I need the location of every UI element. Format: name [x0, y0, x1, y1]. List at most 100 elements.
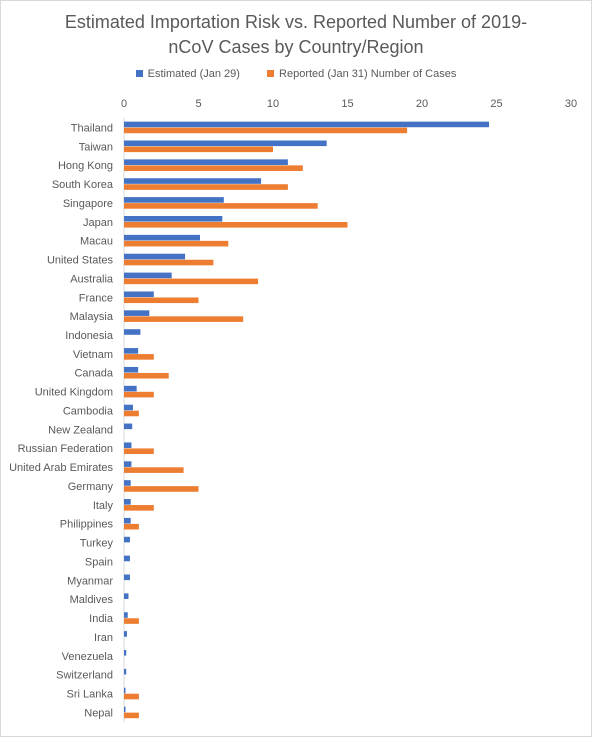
- category-label-canada: Canada: [74, 368, 113, 380]
- bar-reported-nepal: [124, 712, 139, 719]
- bar-estimated-philippines: [124, 517, 131, 524]
- bar-estimated-macau: [124, 234, 200, 241]
- category-label-philippines: Philippines: [60, 519, 114, 531]
- bar-estimated-venezuela: [124, 649, 127, 656]
- bar-estimated-japan: [124, 215, 223, 222]
- category-label-united-kingdom: United Kingdom: [35, 387, 113, 399]
- category-label-vietnam: Vietnam: [73, 349, 113, 361]
- bar-reported-germany: [124, 486, 199, 492]
- category-label-thailand: Thailand: [71, 122, 113, 134]
- bar-estimated-germany: [124, 480, 131, 486]
- category-label-venezuela: Venezuela: [62, 651, 114, 663]
- category-label-spain: Spain: [85, 556, 113, 568]
- bar-estimated-vietnam: [124, 348, 139, 354]
- bar-reported-united-states: [124, 259, 214, 266]
- bar-estimated-australia: [124, 272, 172, 279]
- bar-reported-united-arab-emirates: [124, 467, 184, 473]
- bar-estimated-france: [124, 291, 154, 298]
- category-label-turkey: Turkey: [80, 538, 114, 550]
- category-label-south-korea: South Korea: [52, 179, 114, 191]
- bar-estimated-south-korea: [124, 178, 262, 184]
- bar-reported-australia: [124, 278, 259, 285]
- bar-reported-japan: [124, 221, 348, 228]
- bar-estimated-new-zealand: [124, 423, 133, 430]
- bar-estimated-nepal: [124, 706, 126, 713]
- legend-item-estimated: Estimated (Jan 29): [135, 68, 240, 80]
- bar-estimated-canada: [124, 366, 139, 373]
- bar-estimated-cambodia: [124, 404, 133, 411]
- bar-estimated-turkey: [124, 536, 130, 543]
- bar-reported-france: [124, 297, 199, 304]
- bar-estimated-iran: [124, 631, 127, 637]
- bar-reported-india: [124, 618, 139, 624]
- bar-reported-sri-lanka: [124, 693, 139, 700]
- bar-reported-italy: [124, 505, 154, 511]
- bar-reported-hong-kong: [124, 165, 303, 171]
- category-label-united-states: United States: [47, 255, 114, 267]
- bar-reported-singapore: [124, 203, 318, 209]
- bar-reported-vietnam: [124, 354, 154, 360]
- category-label-iran: Iran: [94, 632, 113, 644]
- chart-title-line-2: nCoV Cases by Country/Region: [168, 37, 424, 57]
- category-label-myanmar: Myanmar: [67, 575, 113, 587]
- bar-estimated-switzerland: [124, 668, 127, 675]
- bar-estimated-sri-lanka: [124, 687, 126, 694]
- category-label-russian-federation: Russian Federation: [18, 443, 113, 455]
- legend-item-reported: Reported (Jan 31) Number of Cases: [267, 68, 456, 80]
- bar-estimated-thailand: [124, 121, 490, 128]
- legend-label-reported: Reported (Jan 31) Number of Cases: [279, 68, 457, 80]
- category-label-cambodia: Cambodia: [63, 405, 114, 417]
- category-label-switzerland: Switzerland: [56, 670, 113, 682]
- bar-reported-united-kingdom: [124, 391, 154, 398]
- category-label-united-arab-emirates: United Arab Emirates: [9, 462, 113, 474]
- chart-title-line-1: Estimated Importation Risk vs. Reported …: [64, 12, 528, 32]
- x-tick-label-10: 10: [267, 98, 279, 110]
- category-label-macau: Macau: [80, 236, 113, 248]
- legend-swatch-reported: [267, 70, 275, 77]
- bar-reported-russian-federation: [124, 448, 154, 455]
- bar-estimated-malaysia: [124, 310, 150, 316]
- category-label-malaysia: Malaysia: [70, 311, 114, 323]
- category-label-germany: Germany: [68, 481, 114, 493]
- category-label-new-zealand: New Zealand: [48, 424, 113, 436]
- category-label-france: France: [79, 292, 113, 304]
- x-tick-label-20: 20: [416, 98, 428, 110]
- category-label-nepal: Nepal: [84, 707, 113, 719]
- bar-estimated-india: [124, 612, 128, 618]
- bar-estimated-maldives: [124, 593, 129, 599]
- category-label-singapore: Singapore: [63, 198, 113, 210]
- bar-reported-macau: [124, 240, 229, 247]
- category-label-maldives: Maldives: [70, 594, 114, 606]
- category-label-indonesia: Indonesia: [65, 330, 114, 342]
- category-label-hong-kong: Hong Kong: [58, 160, 113, 172]
- bar-estimated-spain: [124, 555, 130, 562]
- category-label-australia: Australia: [70, 273, 114, 285]
- bar-estimated-united-kingdom: [124, 385, 137, 392]
- chart-title: Estimated Importation Risk vs. Reported …: [0, 10, 592, 60]
- bar-estimated-singapore: [124, 197, 224, 203]
- bar-reported-south-korea: [124, 184, 288, 190]
- x-tick-label-30: 30: [565, 98, 577, 110]
- x-tick-label-15: 15: [341, 98, 353, 110]
- bar-reported-taiwan: [124, 146, 273, 153]
- legend-label-estimated: Estimated (Jan 29): [147, 68, 240, 80]
- bar-estimated-russian-federation: [124, 442, 132, 449]
- bar-reported-philippines: [124, 523, 139, 530]
- bar-estimated-taiwan: [124, 140, 327, 147]
- bar-estimated-italy: [124, 499, 131, 505]
- bar-estimated-hong-kong: [124, 159, 288, 165]
- category-label-taiwan: Taiwan: [79, 141, 113, 153]
- category-label-sri-lanka: Sri Lanka: [67, 689, 114, 701]
- bar-estimated-united-states: [124, 253, 186, 260]
- category-label-india: India: [89, 613, 114, 625]
- bar-reported-cambodia: [124, 410, 139, 417]
- category-label-italy: Italy: [93, 500, 114, 512]
- category-label-japan: Japan: [83, 217, 113, 229]
- bar-reported-malaysia: [124, 316, 244, 322]
- x-tick-label-5: 5: [195, 98, 201, 110]
- bar-estimated-myanmar: [124, 574, 130, 581]
- legend-swatch-estimated: [135, 70, 143, 77]
- x-tick-label-0: 0: [121, 98, 127, 110]
- bar-reported-thailand: [124, 127, 408, 134]
